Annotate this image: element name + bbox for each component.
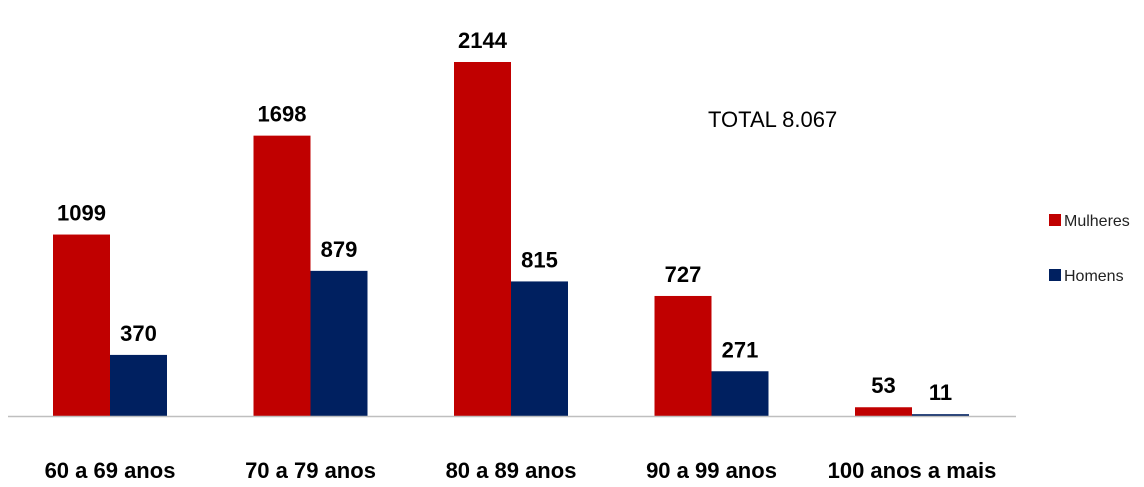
legend-swatch-mulheres — [1049, 214, 1061, 226]
bar-mulheres-80-a-89-anos — [454, 62, 511, 416]
value-label-mulheres-70-a-79-anos: 1698 — [258, 102, 307, 127]
bar-homens-100-anos-a-mais — [912, 414, 969, 416]
legend-swatch-homens — [1049, 269, 1061, 281]
category-label-70-a-79-anos: 70 a 79 anos — [245, 458, 376, 483]
bar-mulheres-70-a-79-anos — [253, 135, 311, 416]
bar-homens-80-a-89-anos — [511, 281, 568, 416]
bar-homens-90-a-99-anos — [711, 371, 769, 416]
value-label-mulheres-80-a-89-anos: 2144 — [458, 28, 508, 53]
value-label-mulheres-90-a-99-anos: 727 — [665, 262, 702, 287]
category-label-100-anos-a-mais: 100 anos a mais — [828, 458, 997, 483]
value-label-homens-60-a-69-anos: 370 — [120, 321, 157, 346]
value-label-mulheres-100-anos-a-mais: 53 — [871, 373, 895, 398]
legend-label-mulheres: Mulheres — [1064, 213, 1130, 230]
bar-homens-60-a-69-anos — [110, 354, 167, 416]
legend: Mulheres Homens — [1049, 213, 1130, 285]
bar-homens-70-a-79-anos — [310, 270, 368, 416]
total-annotation: TOTAL 8.067 — [708, 107, 837, 132]
category-label-80-a-89-anos: 80 a 89 anos — [446, 458, 577, 483]
category-labels-group: 60 a 69 anos 70 a 79 anos 80 a 89 anos 90 a… — [45, 458, 997, 483]
category-label-90-a-99-anos: 90 a 99 anos — [646, 458, 777, 483]
value-label-homens-80-a-89-anos: 815 — [521, 247, 558, 272]
bar-mulheres-90-a-99-anos — [654, 295, 712, 416]
bar-mulheres-60-a-69-anos — [53, 234, 110, 416]
value-label-mulheres-60-a-69-anos: 1099 — [57, 201, 106, 226]
legend-label-homens: Homens — [1064, 268, 1124, 285]
bars-group — [53, 62, 969, 416]
value-label-homens-100-anos-a-mais: 11 — [929, 380, 952, 405]
category-label-60-a-69-anos: 60 a 69 anos — [45, 458, 176, 483]
bar-mulheres-100-anos-a-mais — [855, 407, 912, 416]
value-labels-group: 1099 370 1698 879 2144 815 727 271 53 11 — [57, 28, 952, 405]
value-label-homens-70-a-79-anos: 879 — [321, 237, 358, 262]
value-label-homens-90-a-99-anos: 271 — [722, 337, 759, 362]
